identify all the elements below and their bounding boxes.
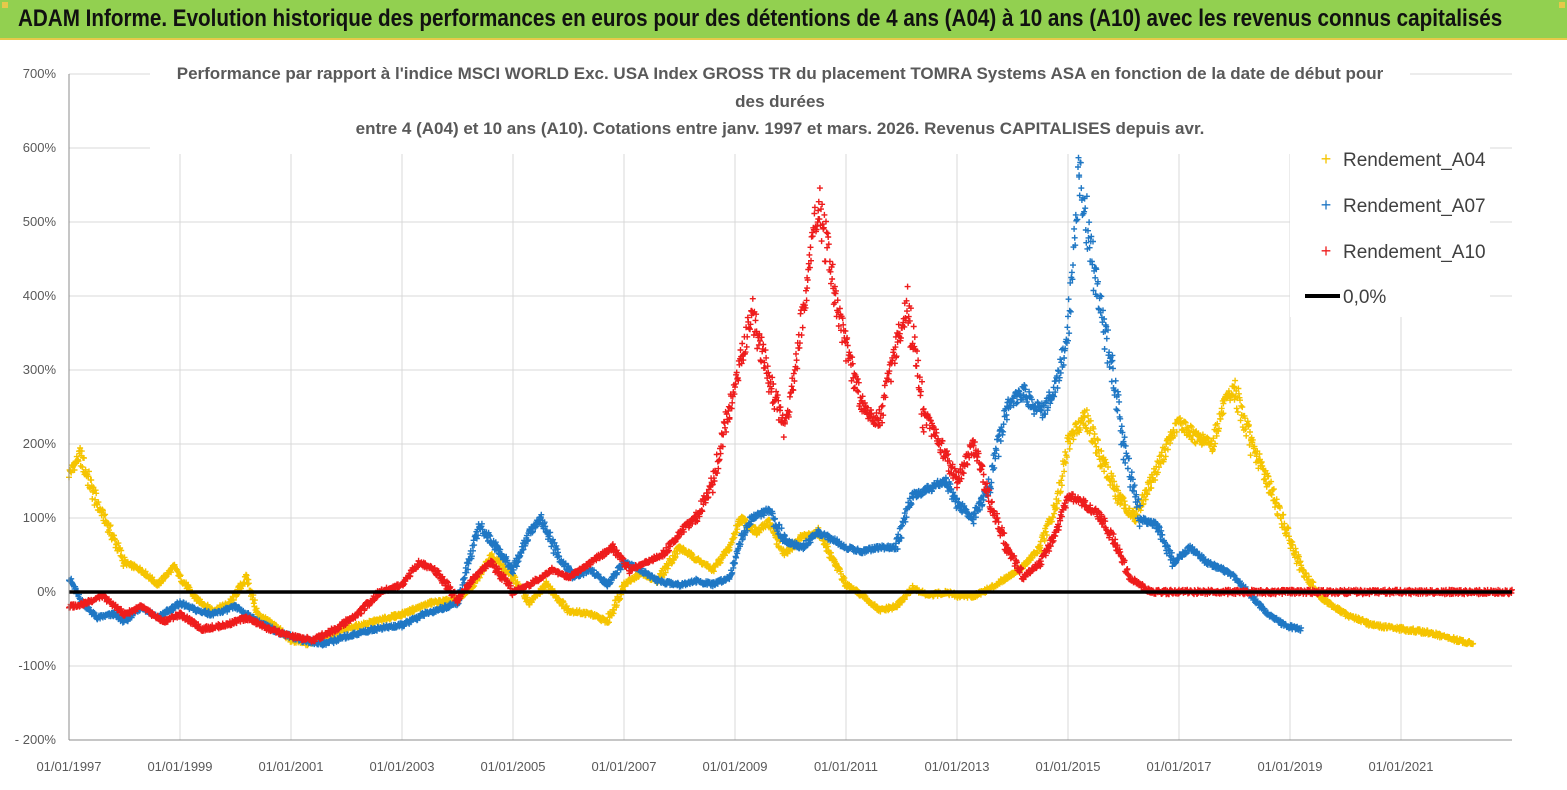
y-tick-label: 500% <box>23 214 57 229</box>
x-tick-label: 01/01/2017 <box>1146 759 1211 774</box>
x-tick-label: 01/01/1999 <box>147 759 212 774</box>
x-tick-label: 01/01/2003 <box>369 759 434 774</box>
x-tick-label: 01/01/2009 <box>702 759 767 774</box>
x-tick-label: 01/01/2021 <box>1368 759 1433 774</box>
legend-marker-a04: + <box>1321 149 1332 169</box>
chart-title: Performance par rapport à l'indice MSCI … <box>150 58 1410 154</box>
x-tick-label: 01/01/2001 <box>258 759 323 774</box>
x-tick-label: 01/01/2015 <box>1035 759 1100 774</box>
x-tick-label: 01/01/2019 <box>1257 759 1322 774</box>
legend-label-a04: Rendement_A04 <box>1343 150 1486 171</box>
y-tick-label: 100% <box>23 510 57 525</box>
legend-marker-a07: + <box>1321 195 1332 215</box>
legend-marker-a10: + <box>1321 241 1332 261</box>
y-tick-label: 600% <box>23 140 57 155</box>
x-tick-label: 01/01/2007 <box>591 759 656 774</box>
legend: + Rendement_A04 + Rendement_A07 + Rendem… <box>1290 142 1490 317</box>
report-banner: ADAM Informe. Evolution historique des p… <box>0 0 1567 40</box>
chart-title-line-2: des durées <box>735 92 825 111</box>
report-title: ADAM Informe. Evolution historique des p… <box>18 5 1503 32</box>
y-tick-label: 0% <box>37 584 56 599</box>
legend-label-zero: 0,0% <box>1343 287 1386 308</box>
chart-title-line-3: entre 4 (A04) et 10 ans (A10). Cotations… <box>356 119 1205 138</box>
legend-background <box>1290 142 1490 317</box>
y-tick-label: - 200% <box>15 732 57 747</box>
y-tick-label: 300% <box>23 362 57 377</box>
x-tick-label: 01/01/2005 <box>480 759 545 774</box>
performance-chart: - 200% -100% 0% 100% 200% 300% 400% 500% 600% 700… <box>0 42 1567 790</box>
y-tick-label: -100% <box>18 658 56 673</box>
y-tick-label: 700% <box>23 66 57 81</box>
axes: - 200% -100% 0% 100% 200% 300% 400% 500% 600% 700… <box>15 66 1512 774</box>
y-tick-label: 400% <box>23 288 57 303</box>
title-background <box>150 58 1410 154</box>
x-tick-label: 01/01/2011 <box>814 759 878 774</box>
corner-marker <box>1559 2 1565 8</box>
legend-label-a10: Rendement_A10 <box>1343 242 1486 263</box>
legend-label-a07: Rendement_A07 <box>1343 196 1486 217</box>
x-tick-label: 01/01/1997 <box>36 759 101 774</box>
y-tick-label: 200% <box>23 436 57 451</box>
corner-marker <box>2 2 8 8</box>
x-tick-label: 01/01/2013 <box>924 759 989 774</box>
chart-title-line-1: Performance par rapport à l'indice MSCI … <box>177 64 1384 83</box>
